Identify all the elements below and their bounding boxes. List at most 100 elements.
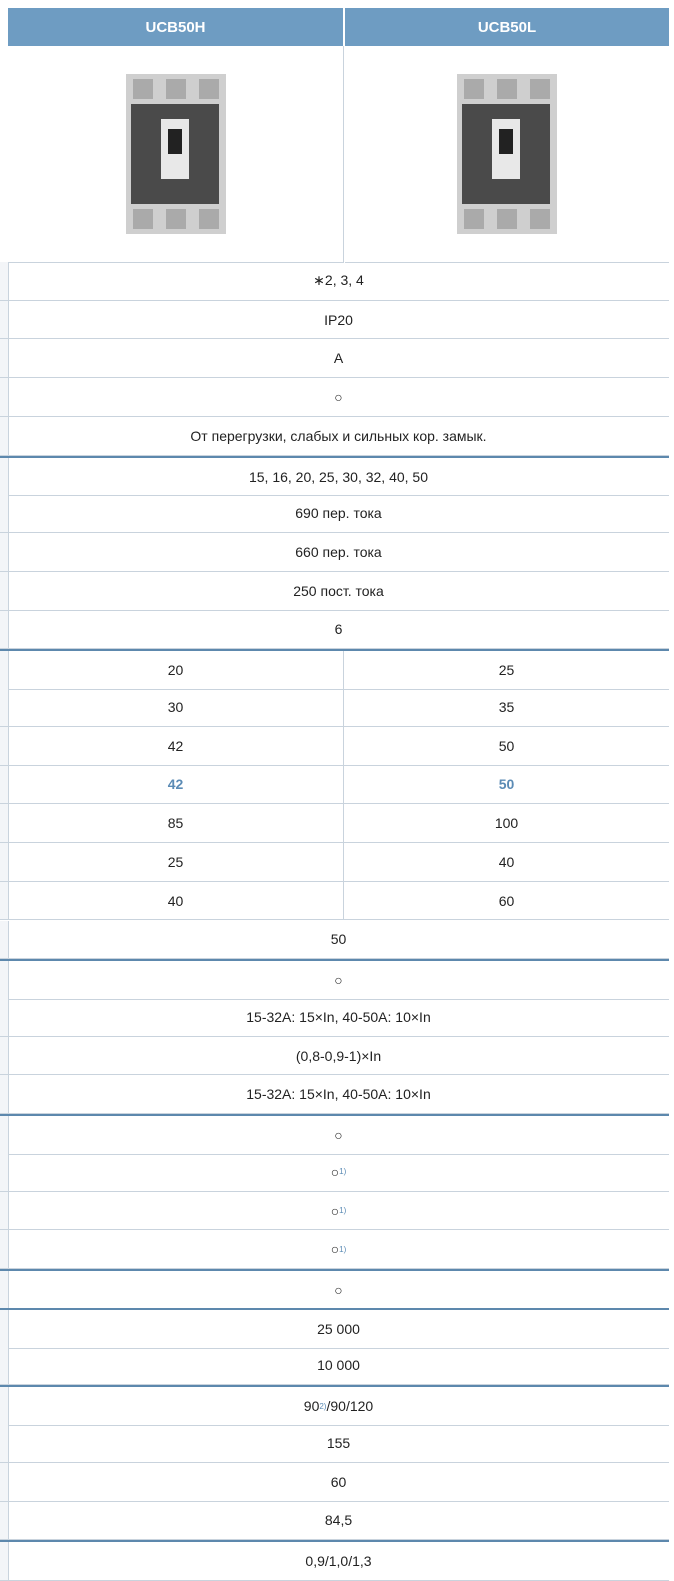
cell-text: ○ — [330, 1241, 340, 1258]
row-label-strip — [0, 610, 9, 649]
table-row: 250 пост. тока — [0, 571, 669, 611]
row-label-strip — [0, 533, 9, 571]
table-row: 15, 16, 20, 25, 30, 32, 40, 50 — [0, 455, 669, 497]
row-label-strip — [0, 1075, 9, 1114]
table-row: 60 — [0, 1462, 669, 1502]
row-label-strip — [0, 1191, 9, 1230]
cell: A — [333, 350, 344, 367]
cell: ○ — [334, 972, 343, 989]
table-row: 84,5 — [0, 1501, 669, 1541]
cell-text: ○ — [330, 1202, 340, 1219]
row-label-strip — [0, 765, 9, 804]
row-label-strip — [0, 1309, 9, 1348]
table-row: 20 25 — [0, 649, 669, 691]
table-row: 85 100 — [0, 804, 669, 844]
header-divider — [343, 8, 345, 46]
table-row: От перегрузки, слабых и сильных кор. зам… — [0, 416, 669, 456]
row-label-strip — [0, 1271, 9, 1309]
table-row: ○ 1) — [0, 1230, 669, 1270]
table-row: 15-32A: 15×In, 40-50A: 10×In — [0, 997, 669, 1037]
row-label-strip — [0, 1152, 9, 1191]
table-row: ○ — [0, 959, 669, 1000]
table-row: (0,8-0,9-1)×In — [0, 1036, 669, 1076]
row-label-strip — [0, 262, 9, 300]
footnote-mark: 1) — [339, 1206, 347, 1215]
table-row: IP20 — [0, 300, 669, 340]
table-row: ○ — [0, 1114, 669, 1155]
row-label-strip — [0, 1036, 9, 1075]
table-row: 25 000 — [0, 1307, 669, 1349]
row-label-strip — [0, 688, 9, 726]
table-row: 0,9/1,0/1,3 — [0, 1540, 669, 1581]
cell: ○ — [334, 1281, 343, 1298]
cell: 30 — [8, 688, 344, 726]
cell: 50 — [498, 776, 515, 793]
table-row: 660 пер. тока — [0, 533, 669, 572]
row-label-strip — [0, 1501, 9, 1540]
row-label-strip — [0, 1230, 9, 1269]
cell: 50 — [498, 737, 515, 754]
cell: 50 — [330, 931, 347, 948]
cell: ○ — [334, 389, 343, 406]
table-row: ○ — [0, 378, 669, 417]
table-row: ∗2, 3, 4 — [0, 262, 669, 301]
product-image — [8, 46, 344, 263]
cell: 35 — [498, 698, 515, 715]
row-label-strip — [0, 961, 9, 999]
cell: 85 — [8, 804, 344, 843]
cell: (0,8-0,9-1)×In — [295, 1047, 382, 1064]
row-label-strip — [0, 1346, 9, 1385]
cell: 84,5 — [324, 1512, 353, 1529]
cell: 25 — [8, 843, 344, 881]
cell: ○ — [334, 1127, 343, 1144]
table-row: 90 2)/90/120 — [0, 1385, 669, 1427]
footnote-mark: 1) — [339, 1167, 347, 1177]
cell: 25 000 — [317, 1320, 360, 1337]
table-row: ○ — [0, 1269, 669, 1310]
table-row: ○ 1) — [0, 1191, 669, 1231]
row-label-strip — [0, 651, 9, 690]
row-label-strip — [0, 571, 9, 610]
row-label-strip — [0, 843, 9, 881]
column-header: UCB50H — [8, 8, 343, 46]
row-label-strip — [0, 1462, 9, 1501]
column-header: UCB50L — [345, 8, 669, 46]
table-row: ○ 1) — [0, 1152, 669, 1192]
breaker-icon — [457, 74, 557, 234]
table-row: 6 — [0, 610, 669, 650]
footnote-mark: 2) — [319, 1401, 327, 1411]
cell-text: /90/120 — [326, 1398, 374, 1415]
cell: 25 — [498, 662, 515, 679]
cell: 42 — [8, 726, 344, 765]
cell: 155 — [326, 1434, 351, 1451]
table-row: 155 — [0, 1424, 669, 1463]
cell: 660 пер. тока — [295, 544, 382, 560]
row-label-strip — [0, 920, 9, 959]
cell: 6 — [334, 621, 343, 638]
cell: 0,9/1,0/1,3 — [305, 1553, 372, 1570]
row-label-strip — [0, 378, 9, 416]
table-row: 15-32A: 15×In, 40-50A: 10×In — [0, 1075, 669, 1115]
cell: 15-32A: 15×In, 40-50A: 10×In — [246, 1008, 431, 1025]
row-label-strip — [0, 881, 9, 920]
cell: ○ 1) — [8, 1230, 669, 1268]
row-label-strip — [0, 1387, 9, 1426]
cell: 15-32A: 15×In, 40-50A: 10×In — [246, 1086, 431, 1103]
cell: 250 пост. тока — [293, 582, 384, 599]
cell: 60 — [330, 1473, 347, 1490]
cell: 90 2)/90/120 — [8, 1387, 669, 1425]
cell: 20 — [8, 651, 344, 690]
cell: 40 — [498, 853, 515, 870]
row-label-strip — [0, 457, 9, 496]
cell: 40 — [8, 881, 344, 920]
cell-text: ○ — [330, 1163, 340, 1180]
cell-text: 90 — [303, 1398, 320, 1415]
row-label-strip — [0, 416, 9, 455]
table-row: 40 60 — [0, 881, 669, 921]
row-label-strip — [0, 339, 9, 378]
cell: 10 000 — [317, 1357, 360, 1374]
table-row: 690 пер. тока — [0, 494, 669, 534]
product-image — [345, 46, 669, 263]
table-row: A — [0, 339, 669, 379]
